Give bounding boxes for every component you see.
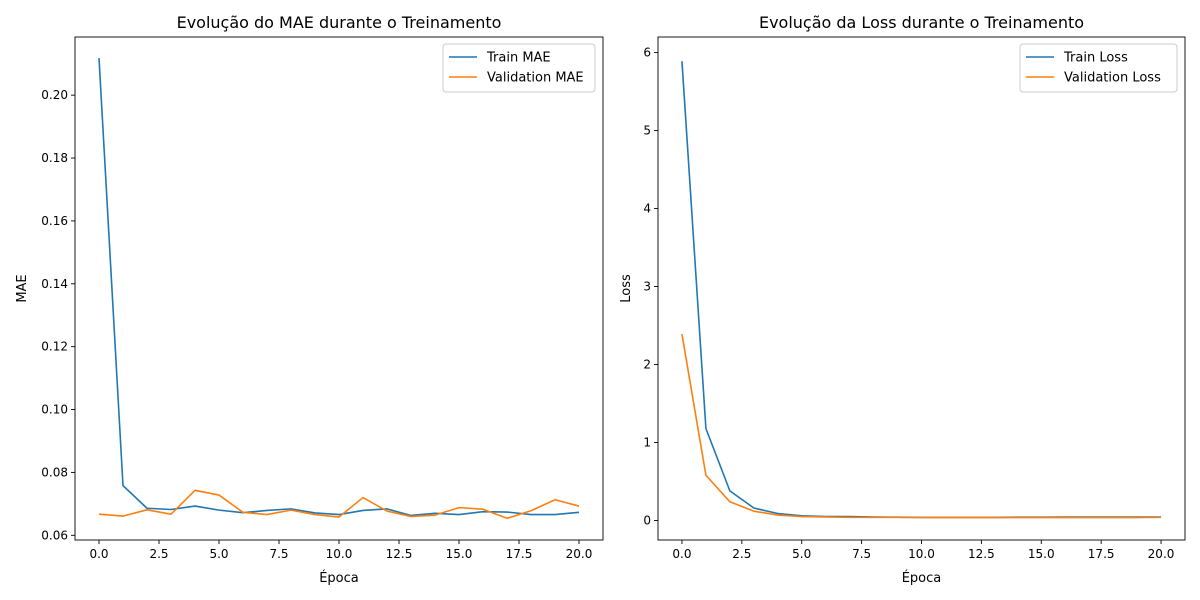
x-tick-label: 2.5 [149, 547, 168, 561]
x-tick-label: 20.0 [1148, 547, 1175, 561]
x-tick-label: 7.5 [269, 547, 288, 561]
legend: Train MAE Validation MAE [442, 43, 596, 93]
x-tick-label: 10.0 [908, 547, 935, 561]
x-tick-label: 0.0 [89, 547, 108, 561]
y-tick-label: 0.06 [41, 528, 68, 542]
x-tick-label: 15.0 [446, 547, 473, 561]
y-tick-label: 3 [643, 280, 651, 294]
legend-label: Validation Loss [1064, 71, 1161, 86]
legend-label: Validation MAE [487, 71, 584, 86]
series-line-train-mae [98, 58, 580, 517]
x-tick-label: 15.0 [1028, 547, 1055, 561]
y-axis-label: Loss [619, 274, 634, 303]
chart-title: Evolução da Loss durante o Treinamento [759, 13, 1084, 32]
x-tick-label: 2.5 [732, 547, 751, 561]
x-tick-label: 5.0 [209, 547, 228, 561]
legend-label: Train MAE [486, 51, 551, 66]
plot-frame [74, 36, 604, 541]
legend: Train Loss Validation Loss [1019, 43, 1178, 93]
x-tick-label: 12.5 [968, 547, 995, 561]
x-tick-label: 17.5 [506, 547, 533, 561]
chart-title: Evolução do MAE durante o Treinamento [177, 13, 502, 32]
x-axis-label: Época [902, 570, 942, 586]
legend-box [442, 43, 596, 93]
y-tick-label: 6 [643, 46, 651, 60]
y-tick-label: 0.14 [41, 277, 68, 291]
chart-panel-1: Evolução do MAE durante o Treinamento 0.0… [15, 13, 604, 586]
chart-panel-2: Evolução da Loss durante o Treinamento 0.… [619, 13, 1186, 586]
series-line-train-loss [681, 61, 1162, 519]
y-tick-label: 1 [643, 436, 651, 450]
x-tick-label: 5.0 [792, 547, 811, 561]
y-tick-label: 4 [643, 202, 651, 216]
x-tick-label: 17.5 [1088, 547, 1115, 561]
y-tick-label: 0.18 [41, 151, 68, 165]
x-axis-label: Época [319, 570, 359, 586]
y-tick-label: 0.10 [41, 403, 68, 417]
x-tick-label: 12.5 [386, 547, 413, 561]
y-tick-label: 0.16 [41, 214, 68, 228]
legend-label: Train Loss [1063, 51, 1128, 66]
x-tick-label: 20.0 [566, 547, 593, 561]
y-tick-label: 5 [643, 124, 651, 138]
plot-frame [657, 36, 1186, 541]
y-tick-label: 0.20 [41, 88, 68, 102]
y-tick-label: 0.08 [41, 465, 68, 479]
x-tick-label: 10.0 [326, 547, 353, 561]
y-tick-label: 2 [643, 358, 651, 372]
x-tick-label: 7.5 [852, 547, 871, 561]
x-tick-label: 0.0 [672, 547, 691, 561]
y-tick-label: 0.12 [41, 340, 68, 354]
y-tick-label: 0 [643, 514, 651, 528]
legend-box [1019, 43, 1178, 93]
y-axis-label: MAE [15, 274, 30, 302]
series-line-validation-mae [98, 489, 580, 520]
series-line-validation-loss [681, 333, 1162, 519]
